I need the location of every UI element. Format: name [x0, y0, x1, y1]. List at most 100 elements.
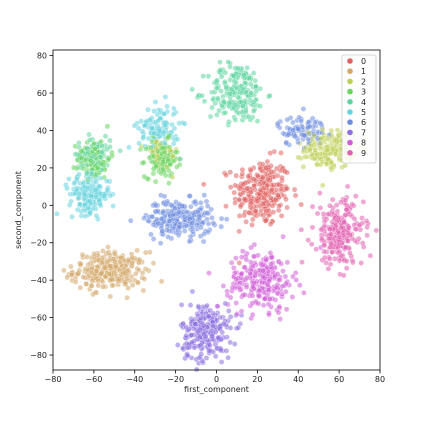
point-class-8: [240, 248, 246, 254]
point-class-0: [273, 187, 280, 193]
point-class-7: [206, 348, 213, 354]
point-class-0: [267, 150, 273, 156]
point-class-9: [345, 230, 351, 237]
point-class-4: [232, 102, 239, 108]
point-class-7: [204, 302, 210, 309]
point-class-3: [159, 145, 166, 151]
point-class-3: [141, 159, 147, 166]
point-class-8: [248, 244, 254, 251]
point-class-7: [217, 347, 224, 354]
x-tick-label: 40: [293, 375, 303, 384]
y-tick-label: 40: [37, 126, 47, 135]
point-class-2: [302, 154, 308, 160]
point-class-6: [163, 227, 170, 233]
legend-marker-6: [347, 119, 353, 125]
point-class-6: [198, 200, 204, 206]
point-class-9: [351, 216, 358, 222]
point-class-6: [300, 106, 307, 112]
point-class-8: [250, 283, 256, 290]
point-class-4: [254, 118, 261, 124]
legend-label-1: 1: [361, 67, 366, 76]
point-class-4: [72, 151, 79, 157]
point-class-9: [336, 234, 343, 240]
point-class-1: [134, 247, 140, 254]
point-class-2: [319, 159, 325, 165]
point-class-1: [135, 279, 141, 286]
point-class-9: [359, 215, 365, 221]
point-class-5: [101, 193, 107, 199]
point-class-6: [195, 209, 201, 215]
point-class-4: [215, 95, 221, 102]
point-class-9: [373, 227, 380, 234]
point-class-9: [314, 210, 321, 217]
point-class-3: [87, 157, 94, 164]
point-class-8: [263, 257, 269, 264]
y-tick-label: −40: [30, 276, 47, 285]
point-class-0: [262, 190, 269, 197]
point-class-3: [109, 153, 115, 159]
point-class-6: [283, 140, 289, 146]
point-class-6: [176, 201, 183, 207]
point-class-6: [223, 216, 230, 222]
point-class-8: [264, 281, 271, 288]
legend-marker-8: [347, 139, 353, 146]
point-class-1: [128, 273, 135, 280]
point-class-6: [203, 198, 210, 205]
point-class-5: [131, 122, 138, 129]
point-class-2: [153, 139, 159, 145]
point-class-9: [338, 252, 345, 259]
point-class-9: [367, 252, 374, 259]
point-class-5: [69, 214, 75, 220]
point-class-6: [192, 198, 199, 205]
point-class-3: [162, 172, 169, 179]
point-class-9: [338, 199, 344, 205]
point-class-3: [72, 143, 78, 149]
point-class-0: [263, 165, 269, 171]
point-class-8: [238, 254, 245, 260]
point-class-6: [290, 127, 296, 133]
point-class-8: [279, 291, 285, 297]
point-class-2: [309, 151, 315, 158]
point-class-9: [341, 272, 347, 279]
y-tick-label: 0: [42, 201, 47, 210]
x-tick-label: 60: [334, 375, 344, 384]
legend-marker-0: [347, 58, 353, 64]
point-class-5: [164, 103, 170, 110]
point-class-7: [197, 326, 203, 333]
point-class-0: [267, 195, 274, 201]
point-class-6: [148, 231, 154, 238]
point-class-1: [142, 266, 149, 272]
point-class-3: [104, 123, 111, 130]
point-class-7: [217, 326, 223, 332]
point-class-4: [87, 137, 93, 143]
point-class-9: [363, 218, 370, 224]
point-class-2: [327, 150, 334, 157]
point-class-0: [248, 167, 254, 174]
point-class-7: [180, 320, 186, 327]
point-class-5: [149, 125, 155, 132]
point-class-2: [342, 162, 348, 169]
point-class-5: [170, 111, 177, 118]
x-tick-label: 0: [214, 375, 219, 384]
point-class-9: [327, 226, 333, 232]
point-class-4: [200, 73, 206, 79]
point-class-8: [265, 287, 272, 293]
point-class-5: [82, 192, 88, 198]
point-class-1: [91, 251, 97, 257]
point-class-5: [155, 118, 161, 124]
point-class-0: [240, 181, 247, 187]
point-class-0: [257, 187, 264, 193]
point-class-6: [201, 192, 208, 198]
point-class-2: [331, 137, 338, 144]
point-class-7: [207, 342, 213, 349]
point-class-4: [246, 113, 252, 120]
point-class-9: [319, 235, 325, 242]
point-class-3: [80, 165, 87, 172]
point-class-4: [207, 113, 214, 120]
point-class-4: [86, 131, 92, 138]
point-class-6: [154, 208, 161, 214]
x-tick-label: −40: [126, 375, 143, 384]
point-class-6: [200, 219, 207, 226]
point-class-1: [107, 263, 113, 269]
